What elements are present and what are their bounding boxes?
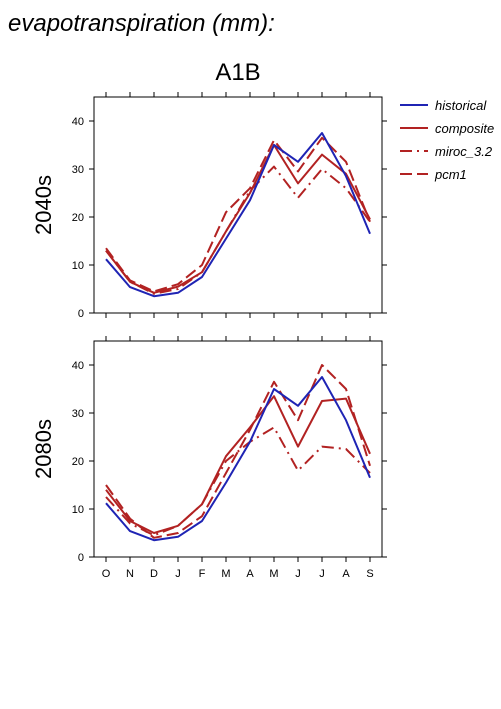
x-tick-label: J — [319, 568, 325, 580]
series-line-pcm1 — [105, 136, 371, 293]
x-tick-label: J — [295, 568, 301, 580]
legend-label: composite — [435, 121, 494, 136]
x-tick-label: O — [102, 568, 111, 580]
y-tick-label: 20 — [72, 456, 84, 468]
y-tick-label: 40 — [72, 360, 84, 372]
series-line-historical — [105, 132, 371, 298]
y-axis-label: 2080s — [31, 419, 56, 479]
y-tick-label: 20 — [72, 212, 84, 224]
x-tick-label: A — [342, 568, 350, 580]
series-line-miroc_3.2 — [105, 165, 371, 295]
plot-frame — [93, 340, 383, 558]
chart-legend: historical composite miroc_3.2 pcm1 — [400, 98, 494, 182]
x-tick-label: M — [221, 568, 230, 580]
legend-item-miroc_3.2: miroc_3.2 — [400, 144, 493, 159]
legend-item-pcm1: pcm1 — [400, 167, 467, 182]
x-tick-label: A — [246, 568, 254, 580]
legend-item-historical: historical — [400, 98, 487, 113]
y-tick-label: 30 — [72, 408, 84, 420]
panel-2080s: 0 10 20 30 40 O N D J F M A M J J A S 2080s — [31, 336, 387, 580]
y-tick-label: 0 — [78, 552, 84, 564]
x-tick-label: D — [150, 568, 158, 580]
figure-title: evapotranspiration (mm): — [8, 10, 275, 37]
x-tick-label: J — [175, 568, 181, 580]
legend-label: historical — [435, 98, 487, 113]
y-axis-label: 2040s — [31, 175, 56, 235]
y-tick-label: 40 — [72, 116, 84, 128]
legend-label: miroc_3.2 — [435, 144, 493, 159]
y-tick-label: 10 — [72, 504, 84, 516]
y-tick-label: 30 — [72, 164, 84, 176]
series-line-composite — [105, 144, 371, 294]
x-tick-label: N — [126, 568, 134, 580]
x-tick-label: F — [199, 568, 206, 580]
x-tick-label: S — [366, 568, 373, 580]
y-tick-label: 10 — [72, 260, 84, 272]
legend-label: pcm1 — [434, 167, 467, 182]
plot-frame — [93, 96, 383, 314]
scenario-title: A1B — [215, 59, 260, 86]
x-tick-label: M — [269, 568, 278, 580]
series-line-miroc_3.2 — [105, 426, 371, 537]
chart-panels: 0 10 20 30 40 2040s 0 10 20 30 40 O N D J F M A M J J A S 2080s — [31, 92, 387, 580]
panel-2040s: 0 10 20 30 40 2040s — [31, 92, 387, 320]
legend-item-composite: composite — [400, 121, 494, 136]
series-line-composite — [105, 395, 371, 534]
y-tick-label: 0 — [78, 308, 84, 320]
series-line-historical — [105, 376, 371, 542]
